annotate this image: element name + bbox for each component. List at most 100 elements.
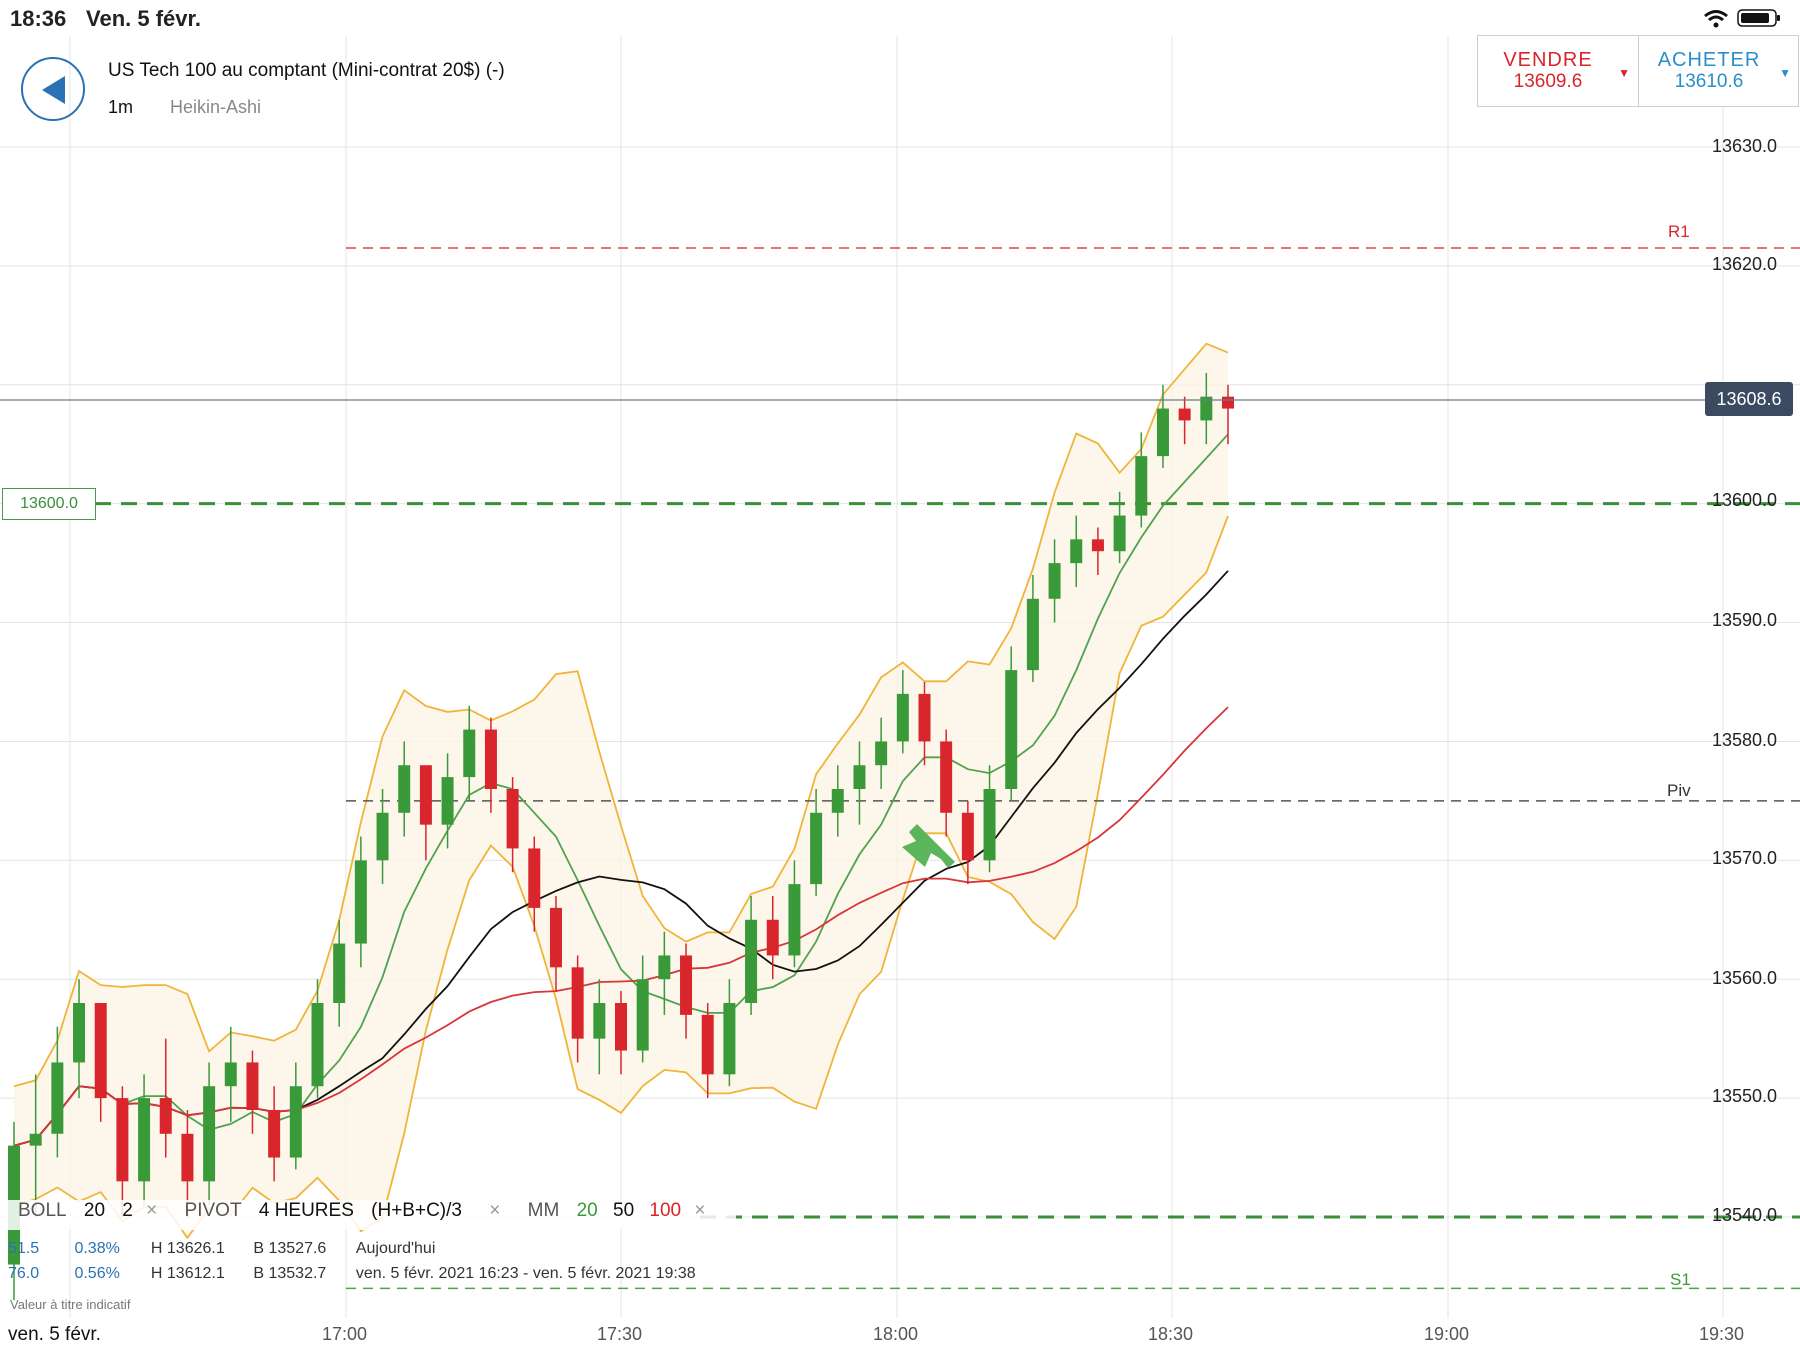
candle-body xyxy=(701,1014,714,1075)
current-price-tag: 13608.6 xyxy=(1705,382,1793,416)
status-time: 18:36 xyxy=(10,6,67,31)
remove-pivot-icon[interactable]: × xyxy=(489,1200,501,1221)
status-date: Ven. 5 févr. xyxy=(86,6,201,31)
candle-body xyxy=(723,1003,736,1075)
candle-body xyxy=(918,693,931,742)
buy-dropdown-icon[interactable]: ▼ xyxy=(1779,66,1791,80)
y-tick: 13570.0 xyxy=(1712,848,1778,868)
candle-body xyxy=(983,789,996,861)
candle-body xyxy=(181,1133,194,1182)
candle-body xyxy=(1222,396,1234,409)
y-tick: 13600.0 xyxy=(1712,490,1778,510)
info-value: 51.5 xyxy=(8,1240,40,1257)
candle-body xyxy=(549,907,562,968)
candle-body xyxy=(1156,408,1169,457)
candle-body xyxy=(896,693,909,742)
moving-averages xyxy=(13,433,1229,1147)
trade-panel: VENDRE 13609.6 ▼ ACHETER 13610.6 ▼ xyxy=(1477,35,1799,107)
y-tick: 13580.0 xyxy=(1712,730,1778,750)
sell-price: 13609.6 xyxy=(1513,71,1583,92)
y-tick: 13540.0 xyxy=(1712,1205,1778,1225)
x-tick: 19:00 xyxy=(1424,1324,1470,1344)
sell-button[interactable]: VENDRE 13609.6 ▼ xyxy=(1478,36,1639,106)
bollinger-upper xyxy=(13,342,1229,1088)
y-tick: 13620.0 xyxy=(1712,254,1778,274)
sell-label: VENDRE xyxy=(1503,49,1593,71)
candle-body xyxy=(940,741,953,813)
disclaimer: Valeur à titre indicatif xyxy=(10,1297,131,1312)
sell-dropdown-icon[interactable]: ▼ xyxy=(1618,66,1630,80)
candle-body xyxy=(224,1062,237,1087)
status-bar: 18:36 Ven. 5 févr. xyxy=(0,0,1800,34)
date-label: ven. 5 févr. xyxy=(8,1324,101,1345)
candle-body xyxy=(745,919,758,1003)
info-low: B 13527.6 xyxy=(253,1240,327,1257)
mm-name[interactable]: MM xyxy=(527,1200,560,1221)
candle-body xyxy=(289,1086,302,1158)
y-tick: 13560.0 xyxy=(1712,968,1778,988)
candle-body xyxy=(1178,408,1191,421)
pivot-period: 4 HEURES xyxy=(258,1200,354,1221)
chart-style-selector[interactable]: Heikin-Ashi xyxy=(170,97,262,117)
remove-mm-icon[interactable]: × xyxy=(694,1200,706,1221)
candle-body xyxy=(29,1133,42,1146)
candle-body xyxy=(333,943,346,1003)
candle-body xyxy=(1070,539,1083,564)
buy-button[interactable]: ACHETER 13610.6 ▼ xyxy=(1639,36,1799,106)
candle-body xyxy=(1048,563,1061,599)
buy-label: ACHETER xyxy=(1657,49,1761,71)
boll-period: 20 xyxy=(83,1200,106,1221)
boll-name[interactable]: BOLL xyxy=(18,1200,67,1221)
instrument-title[interactable]: US Tech 100 au comptant (Mini-contrat 20… xyxy=(108,60,505,81)
info-value: 76.0 xyxy=(8,1265,40,1282)
candle-body xyxy=(810,812,823,885)
candle-body xyxy=(788,884,801,956)
y-tick: 13550.0 xyxy=(1712,1086,1778,1106)
mm-100: 100 xyxy=(649,1200,682,1221)
candlesticks xyxy=(8,372,1234,1301)
candle-body xyxy=(463,729,476,778)
candle-body xyxy=(636,979,649,1051)
candle-body xyxy=(419,765,432,825)
candle-body xyxy=(1200,396,1213,421)
candle-body xyxy=(441,777,454,825)
s1-label: S1 xyxy=(1670,1270,1691,1289)
x-tick: 18:30 xyxy=(1148,1324,1194,1344)
x-tick: 17:30 xyxy=(597,1324,643,1344)
candle-body xyxy=(961,812,974,861)
timeframe-selector[interactable]: 1m xyxy=(108,97,134,117)
candle-body xyxy=(484,729,497,789)
y-tick: 13590.0 xyxy=(1712,610,1778,630)
r1-label: R1 xyxy=(1668,222,1690,241)
pivot-label: Piv xyxy=(1667,781,1691,800)
info-row-today: 51.5 0.38% H 13626.1 B 13527.6 Aujourd'h… xyxy=(8,1240,435,1258)
candle-body xyxy=(398,765,411,813)
candle-body xyxy=(1135,456,1148,516)
candle-body xyxy=(875,741,888,766)
candle-body xyxy=(1026,598,1039,671)
order-level-tag[interactable]: 13600.0 xyxy=(2,488,96,520)
candle-body xyxy=(203,1086,216,1182)
candle-body xyxy=(116,1098,129,1182)
candle-body xyxy=(571,967,584,1039)
pivot-name[interactable]: PIVOT xyxy=(184,1200,242,1221)
remove-boll-icon[interactable]: × xyxy=(146,1200,158,1221)
candle-body xyxy=(1091,539,1104,552)
candle-body xyxy=(159,1098,172,1134)
mm-50: 50 xyxy=(613,1200,635,1221)
back-button[interactable] xyxy=(21,57,85,121)
candle-body xyxy=(853,765,866,789)
x-tick: 17:00 xyxy=(322,1324,368,1344)
candle-body xyxy=(376,812,389,861)
mm20-line xyxy=(13,433,1229,1147)
buy-price: 13610.6 xyxy=(1674,71,1744,92)
x-tick: 19:30 xyxy=(1699,1324,1745,1344)
candle-body xyxy=(138,1098,151,1182)
candle-body xyxy=(831,789,844,813)
pivot-levels xyxy=(95,247,1800,1290)
candle-body xyxy=(680,955,693,1015)
y-tick: 13630.0 xyxy=(1712,136,1778,156)
candle-body xyxy=(1005,670,1018,789)
candle-body xyxy=(593,1003,606,1039)
